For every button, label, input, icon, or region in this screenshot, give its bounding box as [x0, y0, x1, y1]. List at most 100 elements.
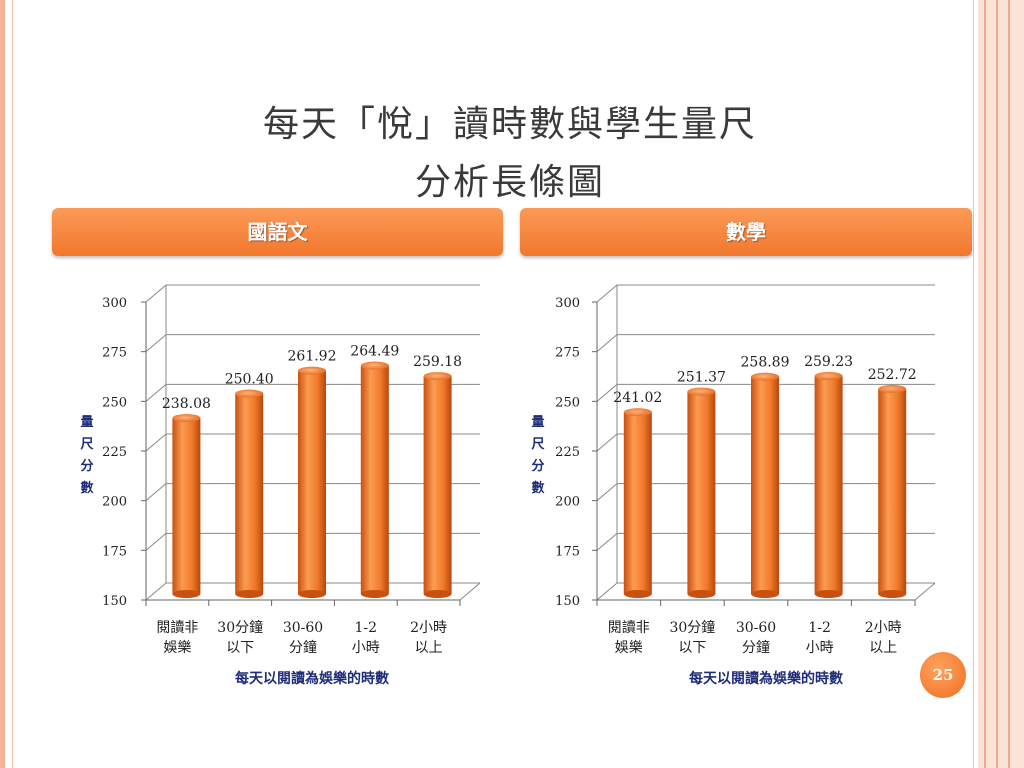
x-category-label: 以下: [226, 640, 254, 656]
y-tick-label: 150: [555, 594, 580, 609]
frame-stripe: [984, 0, 986, 768]
bar: [360, 365, 389, 594]
x-axis-title: 每天以閱讀為娛樂的時數: [689, 670, 843, 687]
bar: [298, 370, 326, 594]
x-category-label: 30分鐘: [217, 619, 263, 636]
gridline-diagonal: [145, 383, 167, 402]
gridline-diagonal: [596, 383, 618, 402]
gridline-diagonal: [145, 433, 167, 452]
bar: [751, 376, 779, 594]
y-tick-label: 225: [555, 445, 580, 460]
y-tick-label: 175: [102, 544, 127, 559]
x-category-label: 以上: [415, 640, 443, 656]
x-axis-title: 每天以閱讀為娛樂的時數: [235, 670, 389, 687]
slide-title-line1: 每天「悅」讀時數與學生量尺: [262, 104, 757, 145]
x-category-label: 1-2: [808, 620, 831, 636]
y-axis-title-char: 尺: [80, 437, 93, 452]
gridline-diagonal: [145, 334, 167, 353]
gridline-diagonal: [596, 334, 618, 353]
data-label: 252.72: [868, 367, 917, 383]
bar-top: [360, 361, 389, 370]
x-category-label: 分鐘: [289, 639, 317, 656]
page-number-badge: 25: [920, 652, 966, 698]
data-label: 264.49: [350, 344, 399, 360]
y-axis-title-char: 量: [80, 415, 93, 430]
data-label: 241.02: [613, 390, 662, 406]
bar: [172, 418, 201, 594]
gridline-diagonal: [145, 532, 167, 551]
data-label: 258.89: [741, 355, 790, 371]
y-tick-label: 300: [102, 296, 127, 311]
x-category-label: 2小時: [865, 620, 902, 636]
bar-base: [423, 590, 452, 598]
y-axis-title-char: 分: [531, 458, 544, 474]
bar: [687, 391, 716, 594]
bar-base: [878, 590, 907, 598]
gridline-diagonal: [596, 483, 618, 502]
gridline-diagonal: [596, 532, 618, 551]
x-category-label: 2小時: [410, 620, 447, 636]
floor-edge-right: [459, 582, 481, 601]
frame-stripe: [996, 0, 998, 768]
y-tick-label: 200: [555, 495, 580, 510]
y-axis-title-char: 分: [80, 458, 93, 474]
y-axis-title-char: 量: [531, 415, 544, 430]
x-category-label: 小時: [352, 640, 380, 656]
bar-base: [172, 590, 201, 598]
bar-top: [298, 366, 326, 375]
bar: [423, 376, 452, 594]
bar-top: [751, 372, 779, 381]
bar-top: [423, 372, 452, 381]
x-category-label: 以上: [869, 640, 897, 656]
y-axis-title-char: 數: [80, 480, 93, 496]
y-tick-label: 250: [102, 395, 127, 410]
x-category-label: 以下: [678, 640, 706, 656]
y-tick-label: 275: [555, 346, 580, 361]
x-category-label: 1-2: [355, 620, 378, 636]
y-tick-label: 200: [102, 495, 127, 510]
gridline-diagonal: [145, 582, 167, 601]
frame-stripe: [1008, 0, 1010, 768]
x-category-label: 30-60: [283, 620, 323, 636]
y-tick-label: 275: [102, 346, 127, 361]
gridline-diagonal: [145, 483, 167, 502]
bar-base: [623, 590, 652, 598]
bar-top: [878, 384, 907, 393]
data-label: 238.08: [162, 396, 211, 412]
bar-top: [814, 371, 843, 380]
y-tick-label: 150: [102, 594, 127, 609]
chinese-panel-header: 國語文: [52, 208, 503, 256]
bar-top: [623, 408, 652, 417]
bar: [623, 412, 652, 594]
y-tick-label: 225: [102, 445, 127, 460]
x-category-label: 分鐘: [742, 639, 770, 656]
bar-top: [235, 389, 264, 398]
gridline-diagonal: [596, 284, 618, 303]
gridline-diagonal: [596, 582, 618, 601]
y-tick-label: 175: [555, 544, 580, 559]
x-category-label: 閱讀非: [156, 620, 198, 636]
bar: [235, 393, 264, 594]
bar-base: [360, 590, 389, 598]
gridline-diagonal: [145, 284, 167, 303]
slide-title-line2: 分析長條圖: [414, 162, 605, 203]
x-category-label: 娛樂: [163, 639, 191, 656]
bar-top: [172, 414, 201, 423]
data-label: 251.37: [677, 370, 726, 386]
y-tick-label: 250: [555, 395, 580, 410]
x-category-label: 娛樂: [615, 639, 643, 656]
x-category-label: 小時: [806, 640, 834, 656]
bar-base: [814, 590, 843, 598]
math-panel-header: 數學: [520, 208, 972, 256]
bar: [814, 375, 843, 594]
x-category-label: 30-60: [736, 620, 776, 636]
slide-inner-border: [12, 0, 974, 768]
x-category-label: 閱讀非: [608, 620, 650, 636]
data-label: 259.18: [413, 354, 462, 370]
bar-base: [235, 590, 264, 598]
bar-top: [687, 387, 716, 396]
bar-base: [751, 590, 779, 598]
